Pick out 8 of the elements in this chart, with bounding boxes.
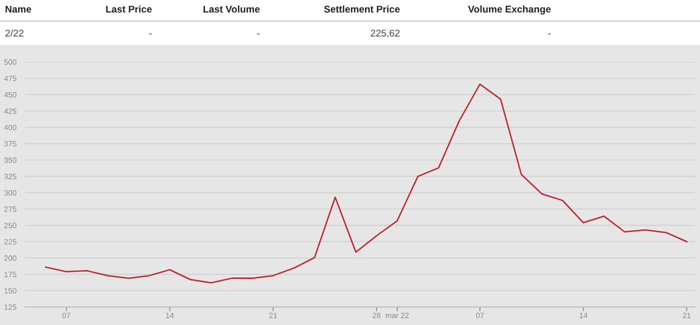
line-series bbox=[44, 84, 688, 284]
text: 2/22 bbox=[5, 29, 24, 37]
text: Last Volume bbox=[204, 5, 260, 13]
text: Name bbox=[6, 6, 32, 13]
text: Volume Exchange bbox=[468, 5, 551, 15]
text: Settlement Price bbox=[324, 5, 400, 13]
text: 225,62 bbox=[370, 30, 400, 38]
text: Last Price bbox=[106, 5, 152, 13]
